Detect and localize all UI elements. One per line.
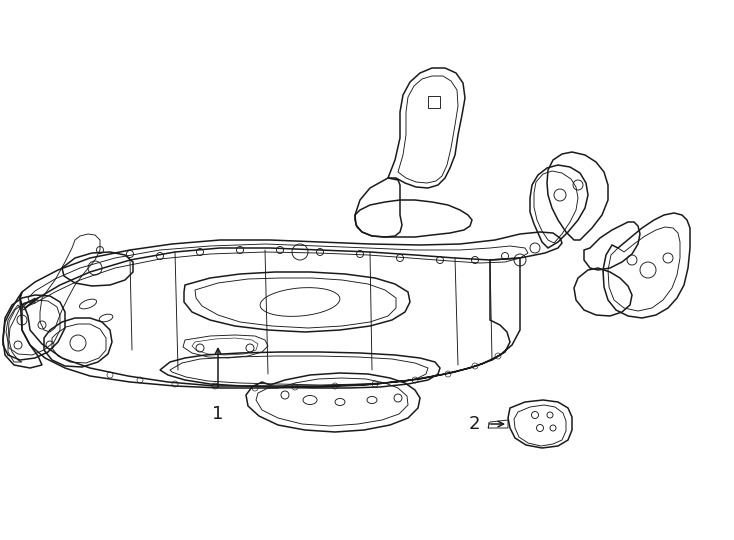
Text: 2: 2 xyxy=(468,415,480,433)
Text: 1: 1 xyxy=(212,405,224,423)
